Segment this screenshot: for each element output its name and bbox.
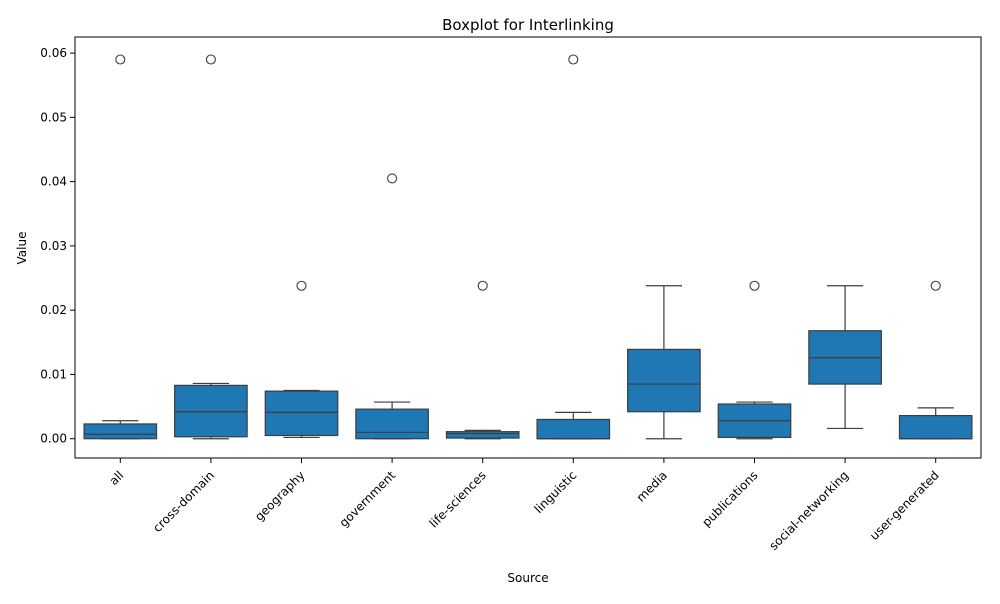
box-group <box>627 285 701 440</box>
outlier-point <box>387 173 398 184</box>
box-group <box>355 173 429 440</box>
box-iqr <box>536 418 611 440</box>
box-group <box>445 280 520 440</box>
box-group <box>898 280 973 440</box>
box-group <box>174 54 248 440</box>
box-iqr <box>898 414 973 440</box>
box-group <box>536 54 611 440</box>
outlier-point <box>205 54 216 65</box>
outlier-point <box>296 280 307 291</box>
box-iqr <box>627 348 701 413</box>
plot-frame <box>74 36 982 459</box>
box-iqr <box>445 431 520 439</box>
box-group <box>264 280 339 439</box>
y-tick-label: 0.05 <box>40 110 67 124</box>
box-group <box>808 285 882 430</box>
box-group <box>83 54 158 440</box>
box-iqr <box>83 423 158 440</box>
box-iqr <box>174 384 248 438</box>
y-tick-label: 0.03 <box>40 239 67 253</box>
outlier-point <box>568 54 579 65</box>
box-group <box>717 280 792 440</box>
y-tick-label: 0.00 <box>40 432 67 446</box>
chart-title: Boxplot for Interlinking <box>442 16 614 34</box>
outlier-point <box>930 280 941 291</box>
y-tick-label: 0.02 <box>40 303 67 317</box>
plot-area <box>83 54 973 440</box>
outlier-point <box>115 54 126 65</box>
y-axis-label: Value <box>15 232 29 265</box>
y-tick-label: 0.06 <box>40 46 67 60</box>
x-axis-label: Source <box>507 571 548 585</box>
outlier-point <box>477 280 488 291</box>
box-iqr <box>264 390 339 437</box>
box-iqr <box>355 408 429 440</box>
y-tick-label: 0.04 <box>40 175 67 189</box>
y-tick-label: 0.01 <box>40 367 67 381</box>
outlier-point <box>749 280 760 291</box>
